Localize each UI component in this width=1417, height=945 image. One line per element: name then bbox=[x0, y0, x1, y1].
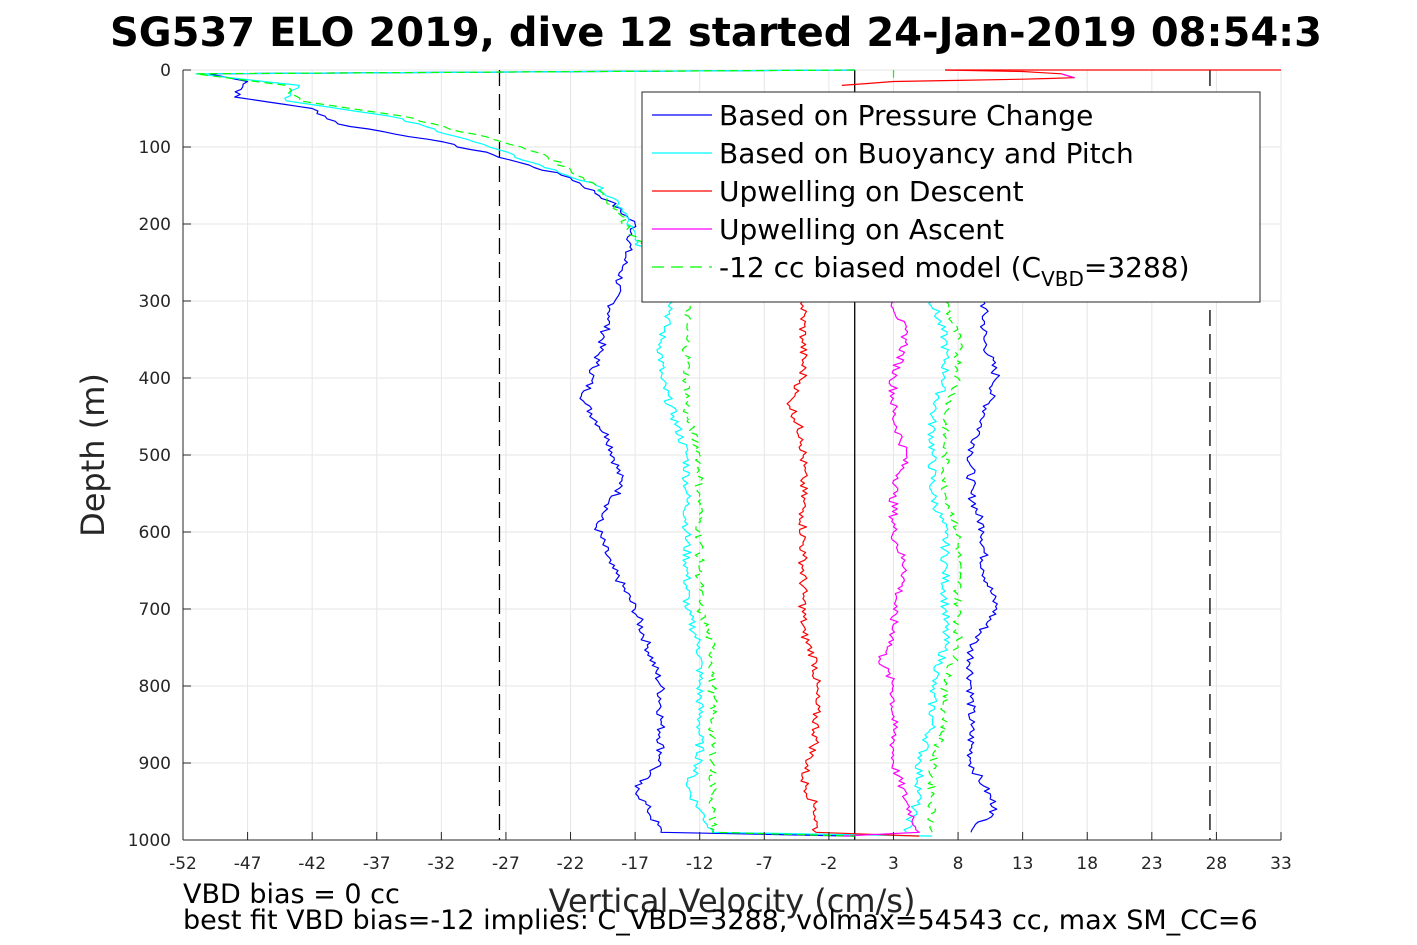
series-line-2 bbox=[195, 69, 933, 837]
series-line-7 bbox=[841, 300, 920, 837]
x-tick-label: 23 bbox=[1141, 854, 1163, 874]
y-tick-label: 0 bbox=[160, 61, 171, 81]
x-tick-label: 33 bbox=[1270, 854, 1292, 874]
legend-label: Upwelling on Descent bbox=[719, 175, 1024, 208]
legend-label: Based on Pressure Change bbox=[719, 99, 1093, 132]
x-tick-label: 13 bbox=[1012, 854, 1034, 874]
series-line-10 bbox=[927, 300, 963, 833]
series-line-9 bbox=[195, 69, 855, 837]
x-tick-label: 28 bbox=[1206, 854, 1228, 874]
legend-box bbox=[641, 91, 1261, 303]
series-line-1 bbox=[965, 300, 1001, 833]
y-tick-label: 800 bbox=[139, 677, 171, 697]
chart-title: SG537 ELO 2019, dive 12 started 24-Jan-2… bbox=[110, 10, 1322, 56]
x-tick-label: -17 bbox=[621, 854, 649, 874]
series-line-3 bbox=[903, 300, 951, 833]
x-tick-label: -7 bbox=[756, 854, 773, 874]
y-tick-label: 600 bbox=[139, 523, 171, 543]
y-tick-label: 900 bbox=[139, 754, 171, 774]
y-axis-ticks: 0 100 200 300 400 500 600 700 800 900 1000 bbox=[128, 61, 191, 851]
legend: Based on Pressure Change Based on Buoyanc… bbox=[641, 91, 1261, 303]
legend-label: -12 cc biased model (CVBD=3288) bbox=[719, 251, 1190, 291]
x-tick-label: -42 bbox=[298, 854, 326, 874]
x-tick-label: 3 bbox=[888, 854, 899, 874]
x-tick-label: -47 bbox=[234, 854, 262, 874]
x-tick-label: -32 bbox=[427, 854, 455, 874]
x-tick-label: 8 bbox=[953, 854, 964, 874]
y-tick-label: 500 bbox=[139, 446, 171, 466]
legend-label: Based on Buoyancy and Pitch bbox=[719, 137, 1134, 170]
legend-label: Upwelling on Ascent bbox=[719, 213, 1004, 246]
y-axis-label: Depth (m) bbox=[74, 373, 112, 537]
series-line-8 bbox=[1061, 73, 1075, 79]
y-tick-label: 100 bbox=[139, 138, 171, 158]
x-tick-label: -27 bbox=[492, 854, 520, 874]
x-axis-label: Vertical Velocity (cm/s) bbox=[549, 882, 916, 920]
series-line-0 bbox=[208, 69, 855, 837]
y-tick-label: 400 bbox=[139, 369, 171, 389]
footer-line-2: best fit VBD bias=-12 implies: C_VBD=328… bbox=[183, 905, 1258, 936]
y-tick-label: 300 bbox=[139, 292, 171, 312]
footer-line-1: VBD bias = 0 cc bbox=[183, 879, 400, 910]
y-tick-label: 200 bbox=[139, 215, 171, 235]
x-tick-label: -52 bbox=[169, 854, 197, 874]
series-group bbox=[195, 69, 1281, 837]
x-tick-label: -12 bbox=[686, 854, 714, 874]
y-tick-label: 700 bbox=[139, 600, 171, 620]
y-tick-label: 1000 bbox=[128, 831, 171, 851]
x-tick-label: -37 bbox=[363, 854, 391, 874]
series-line-4 bbox=[786, 300, 920, 837]
x-tick-label: -22 bbox=[557, 854, 585, 874]
x-tick-label: -2 bbox=[820, 854, 837, 874]
x-tick-label: 18 bbox=[1076, 854, 1098, 874]
x-axis-ticks: -52 -47 -42 -37 -32 -27 -22 -17 -12 -7 -2 3 8 13 18 23 2… bbox=[169, 832, 1292, 874]
